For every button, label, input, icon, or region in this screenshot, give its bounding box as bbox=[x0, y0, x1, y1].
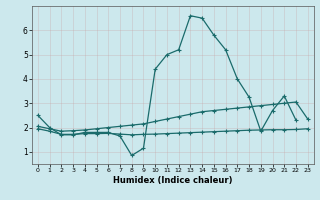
X-axis label: Humidex (Indice chaleur): Humidex (Indice chaleur) bbox=[113, 176, 233, 185]
